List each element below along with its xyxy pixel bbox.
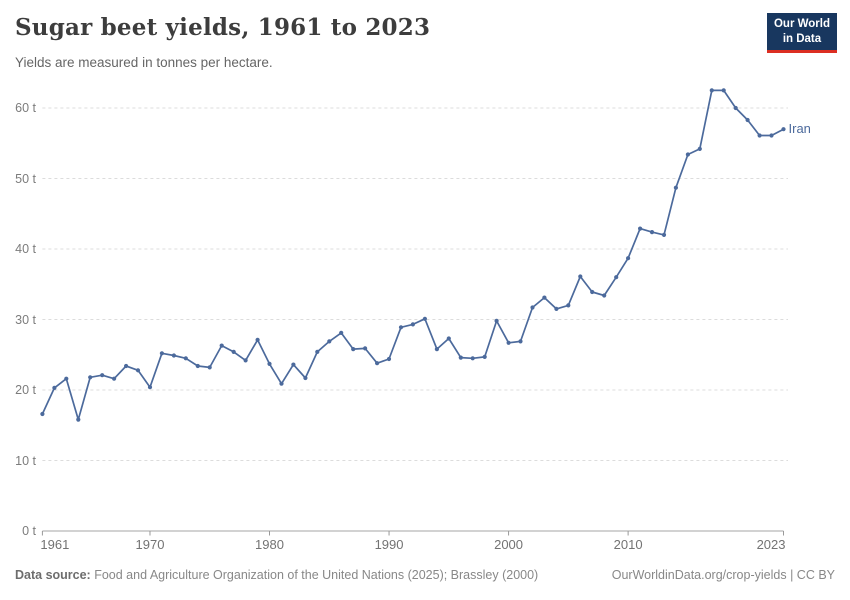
data-source-text: Food and Agriculture Organization of the… [94, 568, 539, 582]
data-point [410, 322, 415, 327]
data-point [291, 362, 296, 367]
data-point [434, 347, 439, 352]
data-point [100, 373, 105, 378]
data-point [375, 361, 380, 366]
credit-separator: | [786, 568, 797, 582]
data-point [88, 375, 93, 380]
data-point [566, 303, 571, 308]
data-point [781, 127, 786, 132]
y-tick-label: 50 t [15, 171, 36, 186]
data-point [614, 275, 619, 280]
data-point [303, 375, 308, 381]
y-tick-label: 40 t [15, 242, 36, 256]
data-point [769, 133, 774, 138]
data-point [386, 356, 392, 362]
data-point [458, 355, 463, 360]
data-point [339, 330, 344, 335]
x-tick-label: 2010 [613, 537, 643, 552]
data-point [398, 325, 404, 330]
data-point [542, 295, 547, 300]
data-point [243, 358, 248, 363]
x-tick-label: 1961 [40, 537, 70, 552]
data-point [195, 363, 200, 369]
y-tick-label: 0 t [22, 524, 36, 538]
data-source-label: Data source: [15, 568, 91, 582]
data-point [721, 88, 726, 93]
data-point [112, 376, 117, 381]
data-point [733, 105, 738, 111]
owid-logo[interactable]: Our World in Data [766, 13, 837, 53]
data-point [219, 343, 224, 348]
data-point [590, 289, 595, 295]
x-tick-label: 2023 [756, 537, 786, 552]
series-line [41, 89, 784, 421]
data-point [757, 133, 762, 138]
data-point [64, 376, 69, 381]
data-point [76, 417, 81, 422]
x-tick-label: 2000 [494, 537, 524, 552]
data-point [351, 347, 356, 352]
y-tick-label: 60 t [15, 101, 36, 115]
data-source-note: Data source: Food and Agriculture Organi… [15, 568, 538, 582]
chart-footer: Data source: Food and Agriculture Organi… [15, 568, 835, 582]
data-point [685, 152, 691, 157]
owid-url-link[interactable]: OurWorldinData.org/crop-yields [611, 568, 787, 582]
data-point [602, 293, 607, 298]
data-point [422, 316, 427, 321]
data-point [231, 349, 236, 354]
owid-logo-line1: Our World [773, 18, 830, 30]
data-point [183, 356, 188, 361]
owid-logo-line2: in Data [782, 32, 822, 45]
data-point [135, 368, 141, 373]
data-point [40, 411, 45, 417]
x-tick-label: 1990 [374, 537, 404, 552]
data-point [626, 256, 631, 261]
data-point [506, 340, 511, 345]
page-title: Sugar beet yields, 1961 to 2023 [15, 14, 431, 41]
data-point [52, 385, 57, 390]
data-point [124, 363, 129, 369]
x-tick-label: 1970 [135, 537, 165, 552]
license-link[interactable]: CC BY [796, 568, 835, 582]
data-point [147, 385, 153, 390]
data-point [709, 88, 714, 93]
data-point [518, 339, 523, 344]
data-point [649, 230, 655, 235]
data-point [494, 318, 499, 323]
data-point [446, 336, 451, 341]
data-point [279, 381, 284, 386]
data-point [327, 339, 332, 344]
data-point [267, 361, 272, 366]
data-point [255, 337, 260, 342]
data-point [171, 353, 176, 358]
data-point [661, 232, 667, 237]
credit-links: OurWorldinData.org/crop-yields | CC BY [612, 568, 835, 582]
data-point [530, 305, 535, 310]
data-point [482, 354, 487, 359]
data-point [673, 185, 679, 190]
data-point [697, 146, 702, 151]
x-tick-label: 1980 [255, 537, 284, 552]
data-point [638, 226, 643, 231]
y-tick-label: 10 t [15, 453, 36, 468]
data-point [554, 306, 559, 311]
data-point [363, 346, 368, 351]
data-point [470, 356, 475, 361]
data-point [207, 365, 212, 370]
y-tick-label: 20 t [15, 383, 36, 397]
chart-subtitle: Yields are measured in tonnes per hectar… [15, 55, 273, 70]
y-tick-label: 30 t [15, 312, 36, 327]
data-point [315, 349, 320, 354]
data-point [745, 117, 750, 123]
data-point [159, 351, 164, 356]
series-end-label: Iran [788, 121, 811, 137]
data-point [578, 274, 583, 279]
